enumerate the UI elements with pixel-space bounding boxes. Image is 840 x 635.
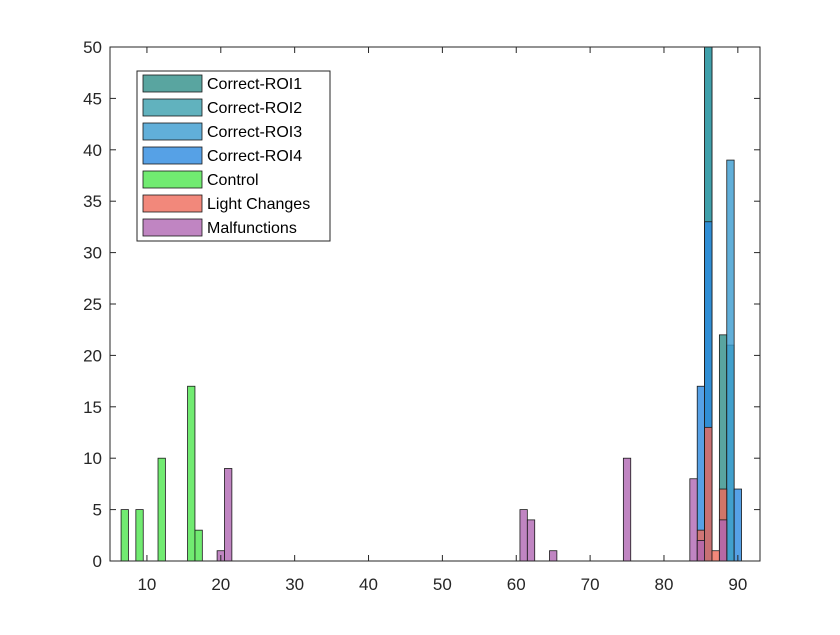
x-axis: 10 20 30 40 50 60 70 80 90 [137, 47, 747, 594]
x-tick-label-60: 60 [507, 575, 526, 594]
bar-malfunctions-65 [549, 550, 558, 562]
legend-swatch-correct-roi1 [142, 74, 203, 93]
y-axis: 0 5 10 15 20 25 30 35 40 45 50 [83, 38, 760, 571]
y-tick-label-5: 5 [93, 501, 102, 520]
legend-label-control: Control [207, 172, 259, 189]
y-tick-label-30: 30 [83, 244, 102, 263]
legend-swatch-malfunctions [142, 218, 203, 237]
bar-control-12 [157, 457, 166, 562]
x-tick-label-80: 80 [655, 575, 674, 594]
legend: Correct-ROI1 Correct-ROI2 Correct-ROI3 Corr… [136, 70, 331, 242]
bar-malfunctions-61 [519, 509, 528, 562]
y-tick-label-40: 40 [83, 141, 102, 160]
y-tick-label-45: 45 [83, 89, 102, 108]
y-tick-label-35: 35 [83, 192, 102, 211]
legend-label-malfunctions: Malfunctions [207, 220, 297, 237]
y-tick-label-20: 20 [83, 346, 102, 365]
bar-control-7 [120, 509, 129, 562]
x-tick-label-30: 30 [285, 575, 304, 594]
y-tick-label-15: 15 [83, 398, 102, 417]
bar-correct-roi3-89 [726, 159, 735, 562]
y-tick-label-10: 10 [83, 449, 102, 468]
bar-light-changes-87 [711, 550, 720, 562]
x-tick-label-50: 50 [433, 575, 452, 594]
legend-swatch-control [142, 170, 203, 189]
bar-malfunctions-62 [526, 519, 536, 562]
bar-light-changes-86 [704, 426, 713, 562]
x-tick-label-90: 90 [728, 575, 747, 594]
y-tick-label-25: 25 [83, 295, 102, 314]
x-tick-label-40: 40 [359, 575, 378, 594]
x-tick-label-20: 20 [211, 575, 230, 594]
bar-correct-roi4-90 [733, 488, 742, 562]
bar-malfunctions-88 [718, 519, 728, 562]
bar-control-16 [187, 385, 196, 562]
bar-control-17 [194, 529, 203, 562]
legend-swatch-light-changes [142, 194, 203, 213]
legend-label-correct-roi2: Correct-ROI2 [207, 100, 302, 117]
legend-swatch-correct-roi4 [142, 146, 203, 165]
y-tick-label-50: 50 [83, 38, 102, 57]
legend-label-correct-roi3: Correct-ROI3 [207, 124, 302, 141]
bar-malfunctions-21 [224, 468, 233, 562]
x-tick-label-10: 10 [137, 575, 156, 594]
x-tick-label-70: 70 [581, 575, 600, 594]
legend-label-correct-roi1: Correct-ROI1 [207, 76, 302, 93]
legend-swatch-correct-roi3 [142, 122, 203, 141]
bar-malfunctions-84 [689, 478, 698, 562]
y-tick-label-0: 0 [93, 552, 102, 571]
legend-label-correct-roi4: Correct-ROI4 [207, 148, 302, 165]
bar-malfunctions-85 [696, 540, 706, 562]
bar-control-9 [135, 509, 144, 562]
legend-label-light-changes: Light Changes [207, 196, 310, 213]
legend-swatch-correct-roi2 [142, 98, 203, 117]
bar-malfunctions-75 [622, 457, 632, 562]
